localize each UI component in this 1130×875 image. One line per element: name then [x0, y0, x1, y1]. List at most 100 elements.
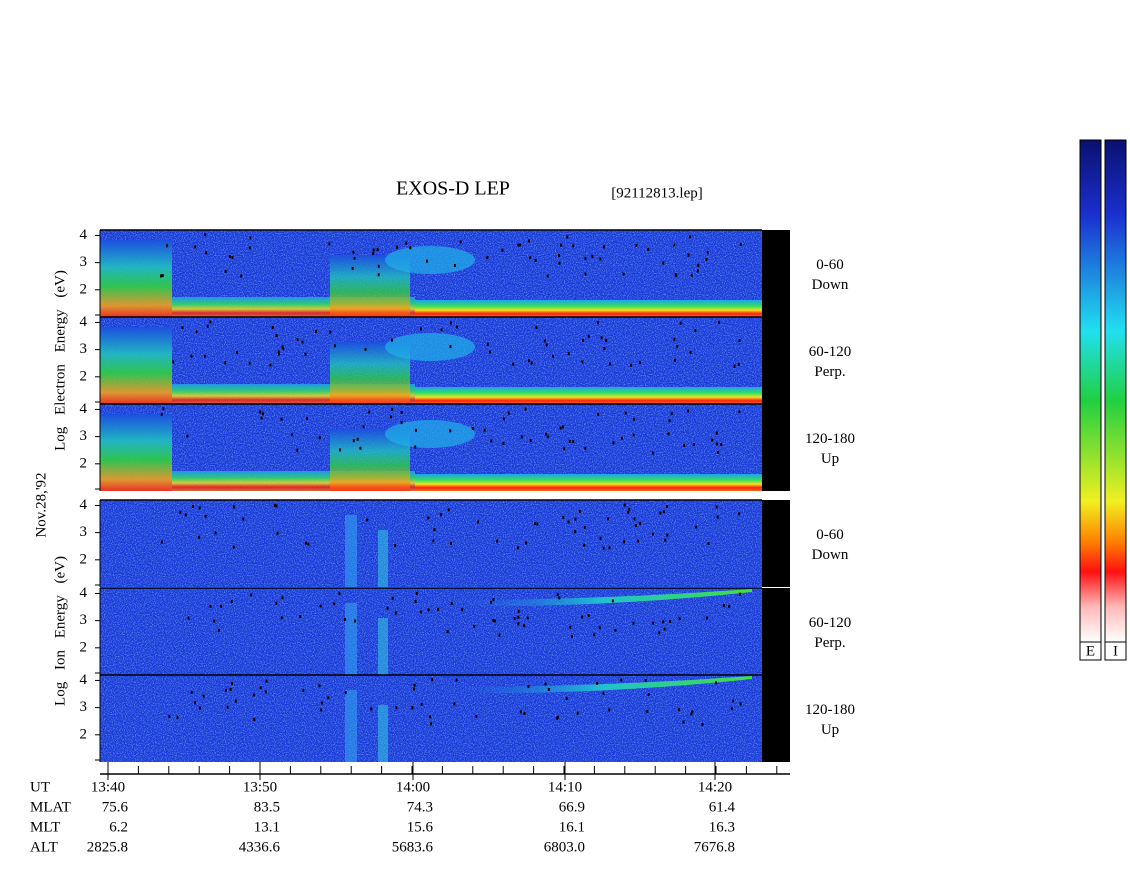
- spectrogram-dropout: [502, 417, 505, 421]
- y-axis-label: Log Electron Energy (eV): [52, 270, 68, 451]
- spectrogram-dropout: [519, 243, 522, 247]
- spectrogram-dropout: [203, 354, 206, 358]
- spectrogram-dropout: [602, 691, 605, 695]
- spectrogram-dropout: [217, 628, 220, 632]
- spectrogram-dropout: [583, 543, 586, 547]
- spectrogram-dropout: [498, 633, 501, 637]
- spectrogram-dropout: [572, 440, 575, 444]
- color-bar-label-box: [1079, 641, 1102, 661]
- spectrogram-dropout: [608, 546, 611, 550]
- spectrogram-dropout: [578, 509, 581, 513]
- spectrogram-low-left: [100, 240, 172, 317]
- spectrogram-dropout: [568, 440, 571, 444]
- row-value: 15.6: [407, 819, 434, 835]
- spectrogram-dropout: [228, 255, 231, 259]
- y-tick-label: 3: [80, 524, 88, 540]
- spectrogram-dropout: [634, 524, 637, 528]
- spectrogram-dropout: [517, 622, 520, 626]
- spectrogram-dropout: [282, 347, 285, 351]
- no-data-strip: [762, 404, 790, 491]
- spectrogram-dropout: [716, 515, 719, 519]
- spectrogram-dropout: [449, 321, 452, 325]
- color-bar: [1104, 139, 1127, 643]
- spectrogram-dropout: [574, 530, 577, 534]
- spectrogram-dropout: [249, 236, 252, 240]
- spectrogram-dropout: [248, 361, 251, 365]
- spectrogram-dropout: [608, 708, 611, 712]
- spectrogram-dropout: [224, 361, 227, 365]
- spectrogram-dropout: [581, 360, 584, 364]
- spectrogram-dropout: [689, 235, 692, 239]
- spectrogram-dropout: [637, 539, 640, 543]
- spectrogram-dropout: [296, 338, 299, 342]
- spectrogram-dropout: [160, 274, 163, 278]
- spectrogram-dropout: [356, 437, 359, 441]
- spectrogram-dropout: [488, 350, 491, 354]
- spectrogram-dropout: [720, 443, 723, 447]
- y-axis-label: Log Ion Energy (eV): [52, 556, 68, 706]
- spectrogram-dropout: [673, 358, 676, 362]
- spectrogram-dropout: [691, 710, 694, 714]
- spectrogram-dropout: [359, 446, 362, 450]
- spectrogram-dropout: [366, 518, 369, 522]
- y-tick-label: 4: [80, 314, 88, 330]
- spectrogram-dropout: [662, 261, 665, 265]
- spectrogram-dropout: [234, 699, 237, 703]
- spectrogram-dropout: [396, 245, 399, 249]
- spectrogram-dropout: [596, 681, 599, 685]
- no-data-strip: [762, 675, 790, 762]
- spectrogram-dropout: [230, 600, 233, 604]
- spectrogram-dropout: [390, 338, 393, 342]
- spectrogram-dropout: [232, 505, 235, 509]
- spectrogram-band: [450, 676, 752, 694]
- row-label: MLT: [30, 819, 60, 835]
- spectrogram-streak: [378, 618, 388, 675]
- spectrogram-dropout: [602, 546, 605, 550]
- spectrogram-dropout: [635, 243, 638, 247]
- spectrogram-dropout: [439, 513, 442, 517]
- spectrogram-dropout: [391, 407, 394, 411]
- spectrogram-dropout: [697, 263, 700, 267]
- spectrogram-dropout: [646, 709, 649, 713]
- spectrogram-dropout: [584, 446, 587, 450]
- spectrogram-dropout: [344, 618, 347, 622]
- spectrogram-dropout: [559, 426, 562, 430]
- spectrogram-dropout: [715, 431, 718, 435]
- spectrogram-dropout: [184, 513, 187, 517]
- spectrogram-dropout: [651, 532, 654, 536]
- y-tick-label: 2: [80, 368, 88, 384]
- spectrogram-dropout: [368, 410, 371, 414]
- spectrogram-dropout: [738, 512, 741, 516]
- spectrogram-dropout: [433, 528, 436, 532]
- spectrogram-dropout: [512, 362, 515, 366]
- spectrogram-dropout: [168, 715, 171, 719]
- spectrogram-dropout: [490, 439, 493, 443]
- title: EXOS-D LEP: [396, 178, 510, 200]
- row-value: 2825.8: [87, 839, 128, 855]
- spectrogram-dropout: [354, 619, 357, 623]
- row-value: 66.9: [559, 799, 585, 815]
- spectrogram-dropout: [715, 681, 718, 685]
- spectrogram-dropout: [229, 687, 232, 691]
- spectrogram-dropout: [545, 432, 548, 436]
- spectrogram-dropout: [391, 596, 394, 600]
- spectrogram-dropout: [329, 330, 332, 334]
- spectrogram-dropout: [715, 442, 718, 446]
- spectrogram-dropout: [545, 343, 548, 347]
- spectrogram-dropout: [517, 615, 520, 619]
- spectrogram-dropout: [198, 706, 201, 710]
- spectrogram-dropout: [651, 451, 654, 455]
- spectrogram-dropout: [377, 273, 380, 277]
- spectrogram-dropout: [587, 335, 590, 339]
- spectrogram-dropout: [717, 450, 720, 454]
- spectrogram-dropout: [632, 433, 635, 437]
- spectrogram-dropout: [427, 516, 430, 520]
- spectrogram-dropout: [278, 352, 281, 356]
- spectrogram-dropout: [314, 330, 317, 334]
- spectrogram-dropout: [528, 239, 531, 243]
- spectrogram-dropout: [611, 599, 614, 603]
- spectrogram-dropout: [535, 326, 538, 330]
- spectrogram-dropout: [682, 720, 685, 724]
- spectrogram-dropout: [364, 347, 367, 351]
- spectrogram-dropout: [711, 438, 714, 442]
